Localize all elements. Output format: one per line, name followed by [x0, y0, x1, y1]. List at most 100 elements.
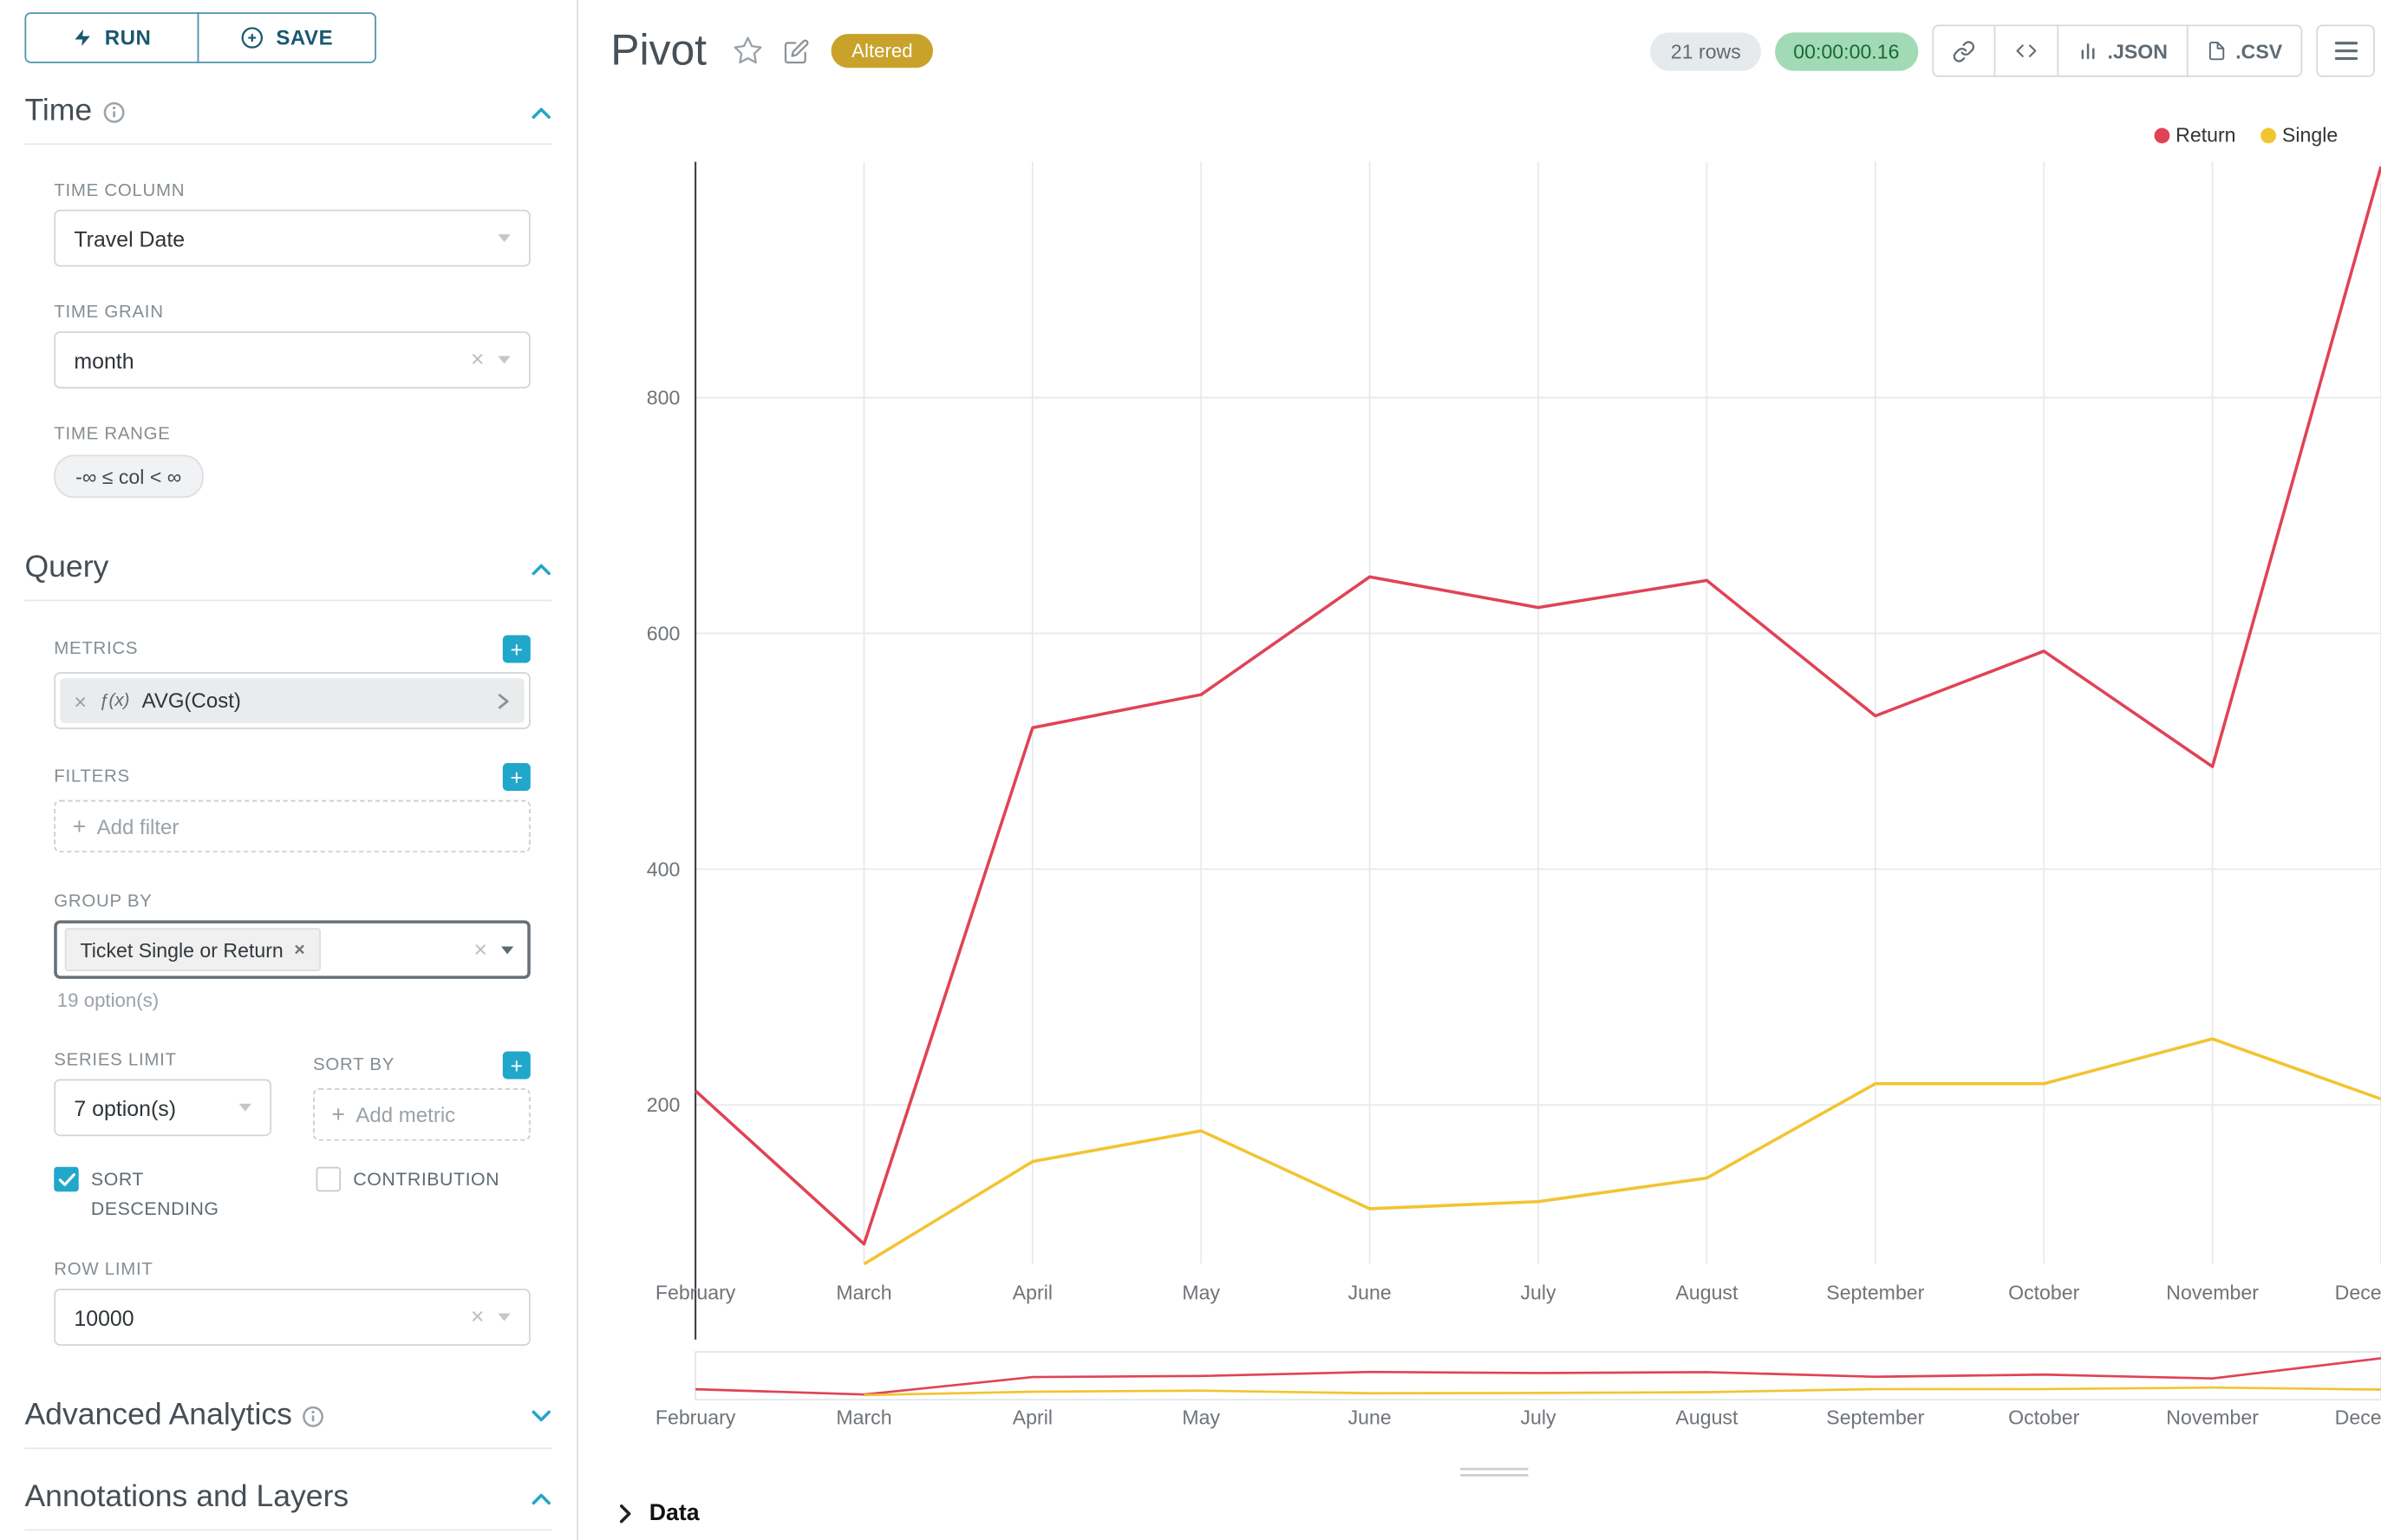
- clear-icon[interactable]: ×: [470, 1304, 485, 1331]
- svg-text:March: March: [836, 1406, 891, 1429]
- metrics-label: METRICS: [54, 639, 139, 659]
- line-chart[interactable]: 200 400 600 800 February February March March Ap…: [578, 0, 2381, 1492]
- time-column-value: Travel Date: [74, 225, 186, 251]
- add-sort-metric-button[interactable]: +: [502, 1051, 531, 1080]
- add-metric-placeholder: Add metric: [356, 1103, 456, 1126]
- checkbox-checked-icon[interactable]: [54, 1166, 79, 1192]
- plus-icon: +: [331, 1101, 345, 1128]
- svg-text:October: October: [2008, 1282, 2080, 1304]
- legend-item-return[interactable]: Return: [2154, 123, 2236, 147]
- info-icon: [303, 1406, 324, 1427]
- sort-descending-checkbox[interactable]: SORT DESCENDING: [54, 1165, 316, 1224]
- edit-title-icon[interactable]: [784, 38, 810, 64]
- section-divider: [24, 599, 552, 602]
- control-panel: RUN SAVE Time TIME COLUMN Travel Date TI…: [0, 0, 578, 1540]
- legend-label-single: Single: [2281, 123, 2339, 147]
- svg-text:March: March: [836, 1282, 891, 1304]
- time-grain-value: month: [74, 347, 134, 373]
- menu-button[interactable]: [2316, 24, 2375, 77]
- annotations-section-header[interactable]: Annotations and Layers: [24, 1480, 551, 1516]
- svg-text:September: September: [1826, 1406, 1924, 1429]
- chevron-down-icon[interactable]: [531, 1409, 552, 1425]
- query-timer-badge: 00:00:00.16: [1774, 31, 1918, 70]
- code-icon: [2015, 44, 2036, 57]
- time-grain-label: TIME GRAIN: [54, 303, 164, 323]
- run-save-button-group: RUN SAVE: [24, 12, 577, 63]
- clear-icon[interactable]: ×: [473, 936, 488, 963]
- time-column-select[interactable]: Travel Date: [54, 209, 531, 267]
- run-button[interactable]: RUN: [24, 12, 199, 63]
- add-filter-box[interactable]: + Add filter: [54, 799, 531, 853]
- favorite-star-icon[interactable]: [733, 36, 764, 67]
- svg-text:February: February: [656, 1282, 736, 1304]
- time-column-label: TIME COLUMN: [54, 181, 186, 201]
- group-by-chip[interactable]: Ticket Single or Return ×: [64, 928, 321, 972]
- remove-metric-icon[interactable]: ×: [74, 688, 87, 714]
- metric-name: AVG(Cost): [141, 688, 241, 713]
- svg-text:November: November: [2166, 1282, 2259, 1304]
- series-limit-value: 7 option(s): [74, 1095, 177, 1120]
- hamburger-menu-icon: [2333, 42, 2358, 61]
- filters-label: FILTERS: [54, 767, 130, 786]
- chevron-down-icon: [498, 356, 511, 364]
- time-range-value: -∞ ≤ col < ∞: [75, 465, 182, 488]
- save-button-label: SAVE: [276, 26, 334, 49]
- contribution-label: CONTRIBUTION: [353, 1168, 500, 1191]
- view-query-button[interactable]: [1993, 24, 2058, 77]
- query-section-title: Query: [24, 550, 109, 584]
- add-filter-placeholder: Add filter: [96, 814, 179, 839]
- chart-legend: Return Single: [2154, 123, 2338, 147]
- chevron-up-icon[interactable]: [531, 104, 552, 120]
- svg-text:April: April: [1013, 1282, 1053, 1304]
- export-csv-button[interactable]: .CSV: [2186, 24, 2303, 77]
- group-by-chip-label: Ticket Single or Return: [80, 937, 284, 962]
- svg-text:December: December: [2335, 1282, 2381, 1304]
- group-by-select[interactable]: Ticket Single or Return × ×: [54, 920, 531, 979]
- check-icon: [57, 1172, 75, 1185]
- clear-icon[interactable]: ×: [470, 347, 485, 374]
- time-grain-select[interactable]: month ×: [54, 331, 531, 389]
- series-limit-select[interactable]: 7 option(s): [54, 1079, 272, 1137]
- export-json-button[interactable]: .JSON: [2056, 24, 2189, 77]
- checkbox-empty-icon[interactable]: [316, 1166, 342, 1192]
- add-sort-metric-box[interactable]: + Add metric: [313, 1088, 531, 1141]
- altered-badge: Altered: [832, 34, 933, 69]
- chevron-right-icon[interactable]: [497, 691, 511, 709]
- legend-dot-return: [2154, 127, 2170, 143]
- chevron-up-icon[interactable]: [531, 560, 552, 576]
- bar-chart-icon: [2080, 43, 2094, 60]
- svg-text:June: June: [1348, 1406, 1392, 1429]
- remove-chip-icon[interactable]: ×: [294, 938, 305, 961]
- svg-text:February: February: [656, 1406, 736, 1429]
- time-section-header[interactable]: Time: [24, 94, 551, 129]
- time-range-pill[interactable]: -∞ ≤ col < ∞: [54, 454, 204, 499]
- legend-item-single[interactable]: Single: [2260, 123, 2338, 147]
- advanced-analytics-section-header[interactable]: Advanced Analytics: [24, 1399, 551, 1434]
- save-button[interactable]: SAVE: [197, 12, 376, 63]
- query-section-header[interactable]: Query: [24, 551, 551, 586]
- chevron-up-icon[interactable]: [531, 1491, 552, 1506]
- series-limit-label: SERIES LIMIT: [54, 1051, 177, 1070]
- csv-button-label: .CSV: [2235, 39, 2283, 63]
- add-filter-button[interactable]: +: [502, 763, 531, 792]
- time-section-title: Time: [24, 94, 93, 128]
- chevron-down-icon: [498, 234, 511, 243]
- svg-text:August: August: [1675, 1406, 1738, 1429]
- svg-text:July: July: [1520, 1406, 1556, 1429]
- svg-text:800: 800: [647, 387, 681, 409]
- row-limit-select[interactable]: 10000 ×: [54, 1289, 531, 1347]
- metric-pill[interactable]: × ƒ(x) AVG(Cost): [60, 678, 525, 723]
- data-panel-header[interactable]: Data: [616, 1499, 700, 1527]
- copy-link-button[interactable]: [1931, 24, 1995, 77]
- add-metric-button[interactable]: +: [502, 635, 531, 663]
- data-panel-title: Data: [649, 1499, 700, 1527]
- dropdown-arrow-icon[interactable]: [501, 945, 514, 954]
- section-divider: [24, 143, 552, 146]
- svg-text:September: September: [1826, 1282, 1924, 1304]
- row-limit-label: ROW LIMIT: [54, 1261, 153, 1281]
- info-icon: [103, 101, 124, 122]
- svg-text:December: December: [2335, 1406, 2381, 1429]
- contribution-checkbox[interactable]: CONTRIBUTION: [316, 1165, 500, 1224]
- chart-header-actions: 21 rows 00:00:00.16 .JSON .CSV: [1650, 24, 2375, 77]
- legend-dot-single: [2260, 127, 2276, 143]
